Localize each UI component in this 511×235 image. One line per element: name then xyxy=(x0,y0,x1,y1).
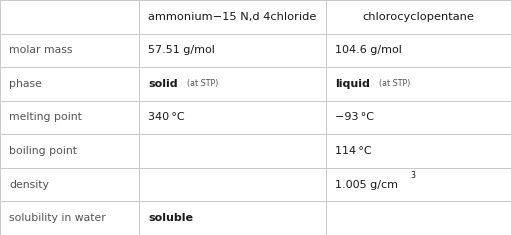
Text: solubility in water: solubility in water xyxy=(9,213,106,223)
Text: boiling point: boiling point xyxy=(9,146,77,156)
Text: (at STP): (at STP) xyxy=(187,79,218,88)
Text: 340 °C: 340 °C xyxy=(148,113,185,122)
Text: molar mass: molar mass xyxy=(9,45,73,55)
Text: 57.51 g/mol: 57.51 g/mol xyxy=(148,45,215,55)
Text: chlorocyclopentane: chlorocyclopentane xyxy=(362,12,474,22)
Text: 1.005 g/cm: 1.005 g/cm xyxy=(335,180,398,190)
Text: soluble: soluble xyxy=(148,213,193,223)
Text: phase: phase xyxy=(9,79,42,89)
Text: −93 °C: −93 °C xyxy=(335,113,374,122)
Text: liquid: liquid xyxy=(335,79,369,89)
Text: melting point: melting point xyxy=(9,113,82,122)
Text: 114 °C: 114 °C xyxy=(335,146,371,156)
Text: solid: solid xyxy=(148,79,178,89)
Text: ammonium−15 N,d 4chloride: ammonium−15 N,d 4chloride xyxy=(148,12,316,22)
Text: density: density xyxy=(9,180,49,190)
Text: 104.6 g/mol: 104.6 g/mol xyxy=(335,45,402,55)
Text: (at STP): (at STP) xyxy=(379,79,410,88)
Text: 3: 3 xyxy=(410,171,415,180)
